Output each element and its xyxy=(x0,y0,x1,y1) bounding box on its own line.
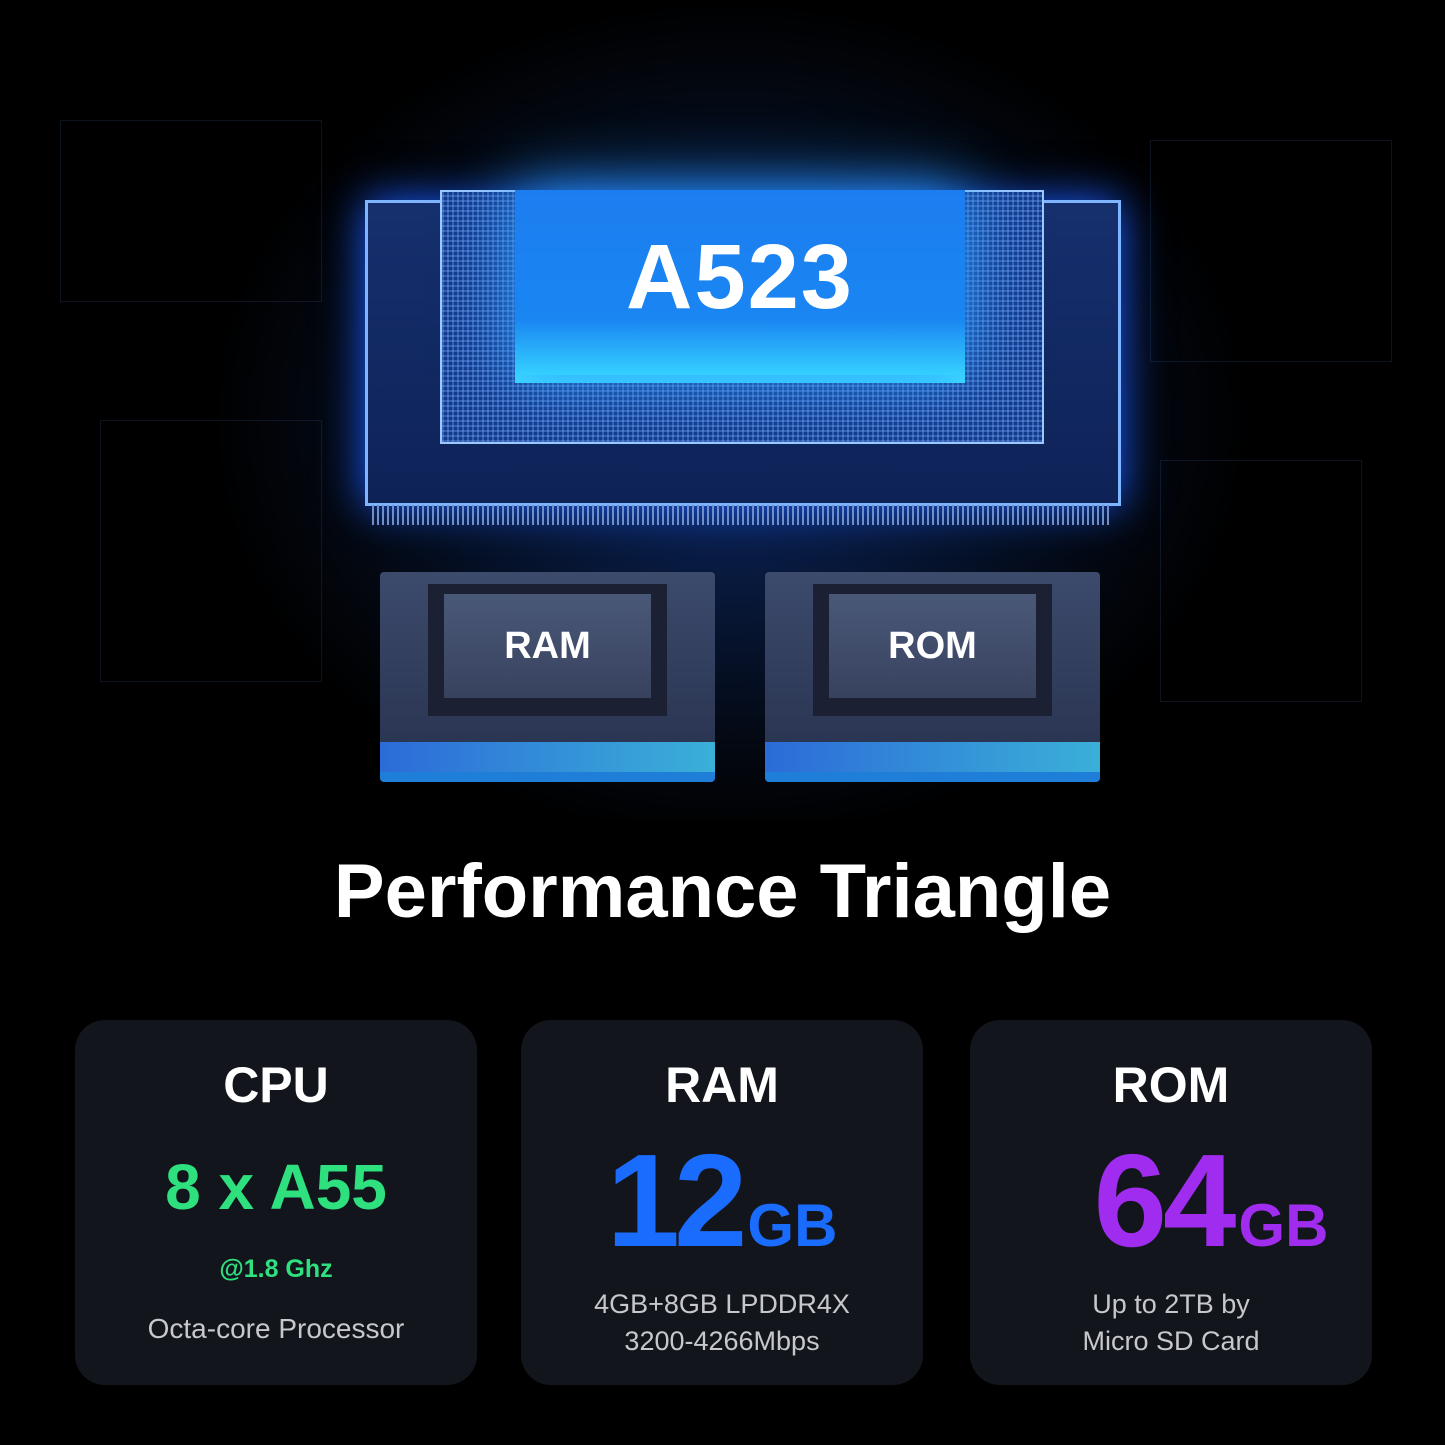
ram-unit: GB xyxy=(747,1192,838,1259)
circuit-trace xyxy=(1150,140,1392,362)
soc-pins xyxy=(372,505,1112,525)
ram-description-line: 3200-4266Mbps xyxy=(624,1326,820,1356)
rom-value: 64 xyxy=(1093,1127,1237,1274)
ram-value: 12 xyxy=(606,1127,748,1274)
card-header: ROM xyxy=(1112,1057,1230,1113)
circuit-trace xyxy=(100,420,322,682)
rom-description: Up to 2TB by Micro SD Card xyxy=(970,1286,1372,1360)
ram-description: 4GB+8GB LPDDR4X 3200-4266Mbps xyxy=(521,1286,923,1360)
card-header: RAM xyxy=(665,1057,779,1113)
soc-die: A523 xyxy=(515,190,965,375)
cpu-card: CPU 8 x A55 @1.8 Ghz Octa-core Processor xyxy=(75,1020,477,1385)
rom-description-line: Up to 2TB by xyxy=(1092,1289,1250,1319)
ram-description-line: 4GB+8GB LPDDR4X xyxy=(594,1289,850,1319)
rom-card: ROM 64 GB Up to 2TB by Micro SD Card xyxy=(970,1020,1372,1385)
card-header: CPU xyxy=(223,1057,329,1113)
rom-capacity: 64 GB xyxy=(970,1125,1372,1276)
rom-chip-label: ROM xyxy=(888,624,977,667)
ram-card: RAM 12 GB 4GB+8GB LPDDR4X 3200-4266Mbps xyxy=(521,1020,923,1385)
cpu-description: Octa-core Processor xyxy=(147,1313,405,1344)
cpu-cores: 8 x A55 xyxy=(165,1151,387,1223)
circuit-trace xyxy=(1160,460,1362,702)
page-title: Performance Triangle xyxy=(333,849,1112,934)
soc-label: A523 xyxy=(626,226,854,328)
ram-capacity: 12 GB xyxy=(521,1125,923,1276)
chipset-illustration: A523 RAM ROM xyxy=(0,0,1445,820)
ram-chip: RAM xyxy=(380,572,715,772)
ram-chip-label: RAM xyxy=(504,624,591,667)
circuit-trace xyxy=(60,120,322,302)
cpu-frequency: @1.8 Ghz xyxy=(219,1255,333,1283)
rom-description-line: Micro SD Card xyxy=(1082,1326,1260,1356)
rom-chip: ROM xyxy=(765,572,1100,772)
rom-unit: GB xyxy=(1238,1192,1329,1259)
